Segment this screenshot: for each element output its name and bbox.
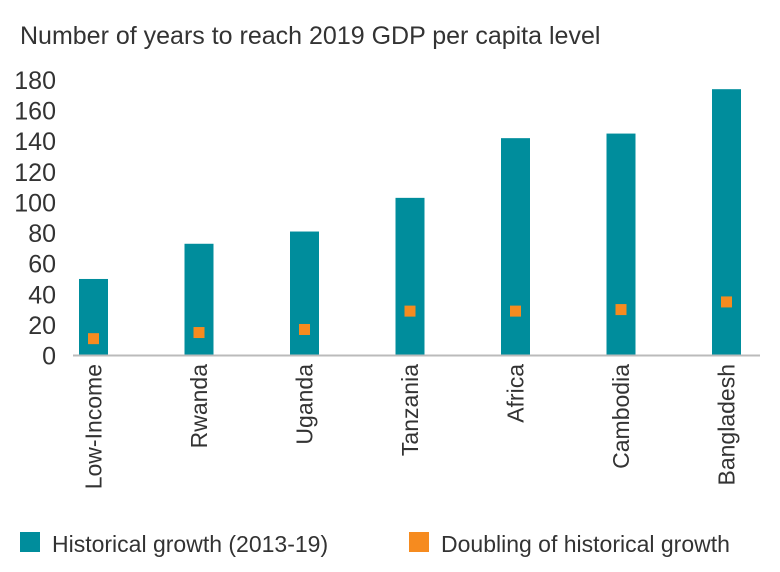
marker-cambodia: [615, 304, 627, 316]
legend-label-doubling: Doubling of historical growth: [441, 531, 730, 557]
chart-title: Number of years to reach 2019 GDP per ca…: [20, 22, 600, 50]
x-tick-label: Bangladesh: [714, 364, 740, 486]
bar-cambodia: [606, 133, 636, 356]
bars: [79, 89, 741, 356]
marker-tanzania: [404, 305, 416, 317]
legend-label-historical: Historical growth (2013-19): [52, 531, 328, 557]
y-tick-label: 60: [28, 251, 56, 279]
x-tick-label: Rwanda: [186, 364, 212, 449]
x-tick-label: Low-Income: [81, 364, 107, 489]
marker-africa: [510, 305, 521, 317]
marker-uganda: [299, 323, 310, 335]
marker-bangladesh: [721, 296, 732, 308]
bar-tanzania: [395, 197, 425, 356]
bar-rwanda: [184, 243, 214, 356]
bar-africa: [501, 138, 530, 356]
markers: [88, 296, 732, 345]
y-tick-label: 120: [14, 159, 56, 187]
x-tick-label: Tanzania: [397, 364, 423, 456]
y-tick-label: 180: [14, 67, 56, 95]
bar-uganda: [290, 231, 319, 356]
y-tick-label: 80: [28, 220, 56, 248]
x-tick-label: Cambodia: [608, 364, 634, 469]
x-tick-label: Uganda: [292, 364, 318, 445]
marker-rwanda: [193, 327, 205, 339]
marker-low-income: [88, 333, 99, 345]
y-tick-label: 100: [14, 189, 56, 217]
x-axis-labels: Low-Income Rwanda Uganda Tanzania Africa Camb…: [81, 364, 740, 489]
legend-swatch-doubling: [409, 532, 429, 552]
x-tick-label: Africa: [503, 364, 529, 423]
y-tick-label: 20: [28, 312, 56, 340]
legend-swatch-historical: [20, 532, 40, 552]
y-tick-label: 160: [14, 98, 56, 126]
y-tick-label: 40: [28, 281, 56, 309]
y-tick-label: 0: [42, 343, 56, 371]
legend: Historical growth (2013-19) Doubling of …: [20, 531, 730, 557]
bar-bangladesh: [712, 89, 741, 356]
y-tick-label: 140: [14, 128, 56, 156]
